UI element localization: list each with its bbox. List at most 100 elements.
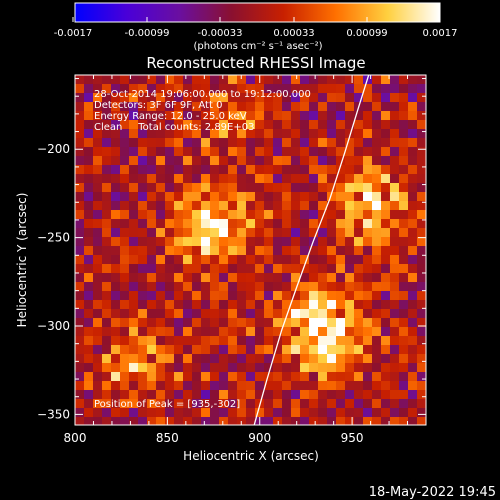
heatmap-cell	[390, 417, 400, 425]
peak-position: Position of Peak = [935,-302]	[94, 399, 240, 410]
heatmap-cell	[408, 372, 418, 382]
heatmap-cell	[84, 417, 94, 425]
heatmap-cell	[129, 210, 139, 220]
heatmap-cell	[408, 345, 418, 355]
heatmap-cell	[309, 138, 319, 148]
heatmap-cell	[282, 156, 292, 166]
heatmap-cell	[264, 75, 274, 85]
heatmap-cell	[354, 390, 364, 400]
heatmap-cell	[156, 174, 166, 184]
heatmap-cell	[129, 156, 139, 166]
heatmap-cell	[192, 75, 202, 85]
heatmap-cell	[147, 309, 157, 319]
heatmap-cell	[372, 237, 382, 247]
heatmap-cell	[291, 165, 301, 175]
heatmap-cell	[390, 336, 400, 346]
colorbar-tick-label: 0.00033	[273, 28, 314, 39]
heatmap-cell	[102, 345, 112, 355]
heatmap-cell	[192, 111, 202, 121]
heatmap-cell	[228, 147, 238, 157]
heatmap-cell	[120, 192, 130, 202]
heatmap-cell	[165, 111, 175, 121]
heatmap-cell	[138, 381, 148, 391]
heatmap-cell	[300, 327, 310, 337]
heatmap-cell	[201, 291, 211, 301]
heatmap-cell	[102, 165, 112, 175]
heatmap-cell	[183, 327, 193, 337]
info-detectors: Detectors: 3F 6F 9F, Att 0	[94, 100, 222, 111]
heatmap-cell	[399, 120, 409, 130]
heatmap-cell	[75, 165, 85, 175]
heatmap-cell	[318, 390, 328, 400]
heatmap-cell	[417, 246, 426, 256]
heatmap-cell	[165, 300, 175, 310]
heatmap-cell	[111, 264, 121, 274]
heatmap-cell	[354, 417, 364, 425]
heatmap-cell	[381, 273, 391, 283]
heatmap-cell	[309, 273, 319, 283]
heatmap-cell	[246, 354, 256, 364]
heatmap-cell	[354, 147, 364, 157]
heatmap-cell	[165, 372, 175, 382]
heatmap-cell	[120, 246, 130, 256]
heatmap-cell	[147, 390, 157, 400]
heatmap-cell	[327, 291, 337, 301]
heatmap-cell	[255, 300, 265, 310]
heatmap-cell	[183, 75, 193, 85]
heatmap-cell	[390, 210, 400, 220]
heatmap-cell	[84, 273, 94, 283]
heatmap-cell	[282, 174, 292, 184]
heatmap-cell	[147, 354, 157, 364]
heatmap-cell	[282, 210, 292, 220]
heatmap-cell	[345, 165, 355, 175]
heatmap-cell	[102, 219, 112, 229]
heatmap-cell	[282, 201, 292, 211]
heatmap-cell	[399, 165, 409, 175]
heatmap-cell	[201, 309, 211, 319]
heatmap-cell	[417, 408, 426, 418]
heatmap-cell	[129, 165, 139, 175]
heatmap-cell	[372, 381, 382, 391]
heatmap-cell	[327, 408, 337, 418]
heatmap-cell	[210, 147, 220, 157]
heatmap-cell	[354, 237, 364, 247]
heatmap-cell	[372, 273, 382, 283]
heatmap-cell	[228, 408, 238, 418]
heatmap-cell	[183, 417, 193, 425]
heatmap-cell	[399, 363, 409, 373]
heatmap-cell	[318, 399, 328, 409]
heatmap-cell	[291, 372, 301, 382]
heatmap-cell	[408, 111, 418, 121]
heatmap-cell	[111, 138, 121, 148]
heatmap-cell	[75, 84, 85, 94]
heatmap-cell	[309, 111, 319, 121]
heatmap-cell	[354, 381, 364, 391]
heatmap-cell	[219, 282, 229, 292]
heatmap-cell	[336, 417, 346, 425]
heatmap-cell	[93, 345, 103, 355]
heatmap-cell	[201, 147, 211, 157]
heatmap-cell	[111, 399, 121, 409]
heatmap-cell	[102, 174, 112, 184]
heatmap-cell	[228, 327, 238, 337]
heatmap-cell	[417, 309, 426, 319]
heatmap-cell	[84, 264, 94, 274]
heatmap-cell	[111, 417, 121, 425]
heatmap-cell	[372, 282, 382, 292]
heatmap-cell	[183, 111, 193, 121]
heatmap-cell	[381, 183, 391, 193]
heatmap-cell	[309, 417, 319, 425]
heatmap-cell	[417, 345, 426, 355]
heatmap-cell	[255, 372, 265, 382]
heatmap-cell	[210, 210, 220, 220]
heatmap-cell	[192, 156, 202, 166]
heatmap-cell	[183, 120, 193, 130]
heatmap-cell	[129, 138, 139, 148]
heatmap-cell	[174, 255, 184, 265]
heatmap-cell	[246, 372, 256, 382]
heatmap-cell	[264, 264, 274, 274]
heatmap-cell	[327, 165, 337, 175]
heatmap-cell	[300, 201, 310, 211]
heatmap-cell	[282, 363, 292, 373]
heatmap-cell	[273, 183, 283, 193]
